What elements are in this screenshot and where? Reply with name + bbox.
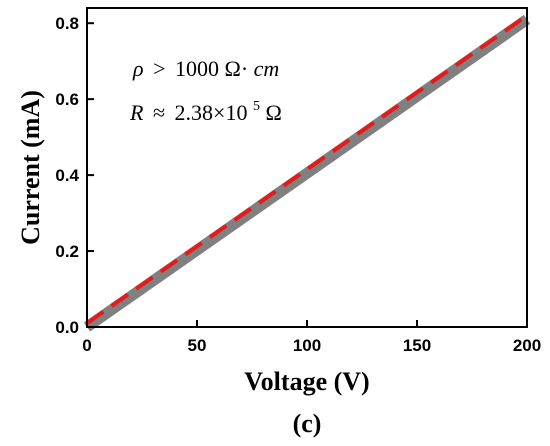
x-tick-label: 50: [188, 336, 207, 355]
y-axis-title: Current (mA): [16, 90, 45, 245]
x-tick-label: 150: [403, 336, 431, 355]
resistance-exponent: 5: [253, 99, 260, 114]
y-tick-label: 0.4: [55, 166, 79, 185]
greater-than-sign: >: [153, 56, 165, 81]
measured-iv-line: [83, 14, 531, 332]
resistance-mantissa: 2.38×10: [175, 100, 248, 125]
panel-label: (c): [293, 409, 322, 438]
resistivity-unit-ohm: Ω·: [224, 56, 248, 81]
tick-layer: 0 50 100 150 200 0.0 0.2 0.4 0.6 0.8: [55, 14, 541, 355]
rho-symbol: ρ: [132, 56, 144, 81]
y-tick-label: 0.2: [55, 242, 79, 261]
resistance-unit: Ω: [265, 100, 281, 125]
x-tick-label: 100: [293, 336, 321, 355]
y-tick-label: 0.6: [55, 90, 79, 109]
x-tick-label: 0: [82, 336, 91, 355]
resistivity-unit-cm: cm: [254, 56, 280, 81]
resistance-annotation: R ≈ 2.38×10 5 Ω: [129, 90, 282, 125]
y-tick-label: 0.8: [55, 14, 79, 33]
resistivity-annotation: ρ > 1000 Ω· cm: [132, 56, 279, 81]
y-tick-label: 0.0: [55, 318, 79, 337]
x-tick-label: 200: [513, 336, 541, 355]
x-axis-title: Voltage (V): [244, 367, 369, 396]
series-layer: [83, 13, 531, 332]
approx-sign: ≈: [153, 100, 165, 125]
resistivity-value: 1000: [175, 56, 219, 81]
resistance-symbol: R: [129, 100, 144, 125]
